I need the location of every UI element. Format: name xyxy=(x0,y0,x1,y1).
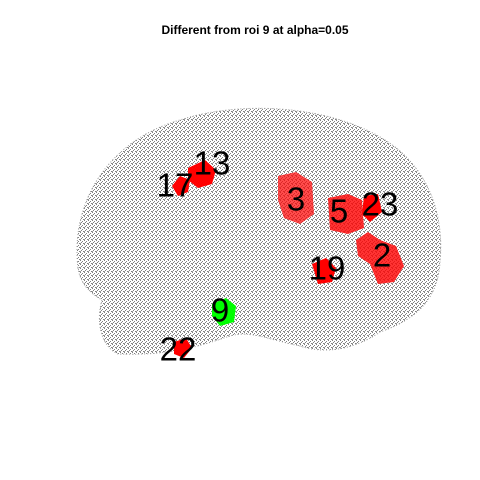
roi-blob xyxy=(212,298,236,326)
roi-label: 3 xyxy=(287,181,305,218)
roi-group: 13 17 3 5 23 2 19 9 22 xyxy=(157,145,404,368)
roi-label: 19 xyxy=(309,250,346,287)
roi-label: 9 xyxy=(211,292,229,329)
roi-blob xyxy=(362,194,382,222)
roi-label: 23 xyxy=(362,186,399,223)
roi-blob xyxy=(356,232,404,284)
roi-label: 17 xyxy=(157,167,194,204)
roi-blob xyxy=(174,338,192,358)
roi-blob xyxy=(172,176,190,196)
roi-label: 5 xyxy=(330,193,348,230)
roi-blob xyxy=(328,194,364,234)
roi-blob xyxy=(278,172,314,224)
brain-point-cloud xyxy=(76,107,442,355)
roi-blob xyxy=(312,258,336,284)
title: Different from roi 9 at alpha=0.05 xyxy=(161,23,348,37)
roi-label: 2 xyxy=(373,237,391,274)
roi-blob xyxy=(188,160,216,188)
roi-label: 13 xyxy=(194,145,231,182)
roi-label: 22 xyxy=(160,331,197,368)
